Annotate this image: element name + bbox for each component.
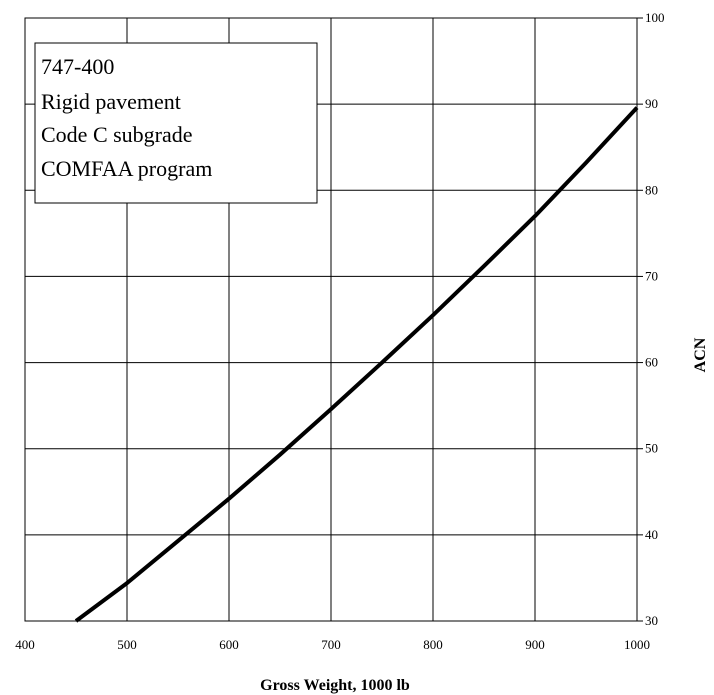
x-axis-tick-labels: 400 500 600 700 800 900 1000 (15, 637, 650, 652)
x-tick-label-800: 800 (423, 637, 443, 652)
x-axis-title: Gross Weight, 1000 lb (260, 677, 410, 694)
x-tick-label-600: 600 (219, 637, 239, 652)
x-tick-label-900: 900 (525, 637, 545, 652)
y-axis-tick-labels: 30 40 50 60 70 80 90 100 (645, 10, 665, 628)
y-tick-label-70: 70 (645, 268, 658, 283)
y-tick-label-90: 90 (645, 96, 658, 111)
y-axis-tick-marks (637, 17, 643, 622)
legend-line-subgrade: Code C subgrade (41, 122, 193, 147)
series-line-acn (74, 106, 639, 623)
y-tick-label-100: 100 (645, 10, 665, 25)
legend-line-program: COMFAA program (41, 156, 212, 181)
x-tick-label-700: 700 (321, 637, 341, 652)
y-tick-label-30: 30 (645, 613, 658, 628)
x-tick-label-400: 400 (15, 637, 35, 652)
legend-line-aircraft: 747-400 (41, 54, 114, 79)
x-tick-label-1000: 1000 (624, 637, 650, 652)
legend-frame (34, 42, 318, 204)
y-tick-label-60: 60 (645, 355, 658, 370)
legend-box: 747-400 Rigid pavement Code C subgrade C… (34, 42, 318, 204)
legend-line-pavement: Rigid pavement (41, 89, 181, 114)
plot-frame (24, 17, 638, 622)
y-tick-label-80: 80 (645, 182, 658, 197)
grid-lines (24, 17, 638, 622)
y-axis-title: ACN (692, 337, 709, 372)
y-tick-label-40: 40 (645, 527, 658, 542)
x-tick-label-500: 500 (117, 637, 137, 652)
y-tick-label-50: 50 (645, 441, 658, 456)
